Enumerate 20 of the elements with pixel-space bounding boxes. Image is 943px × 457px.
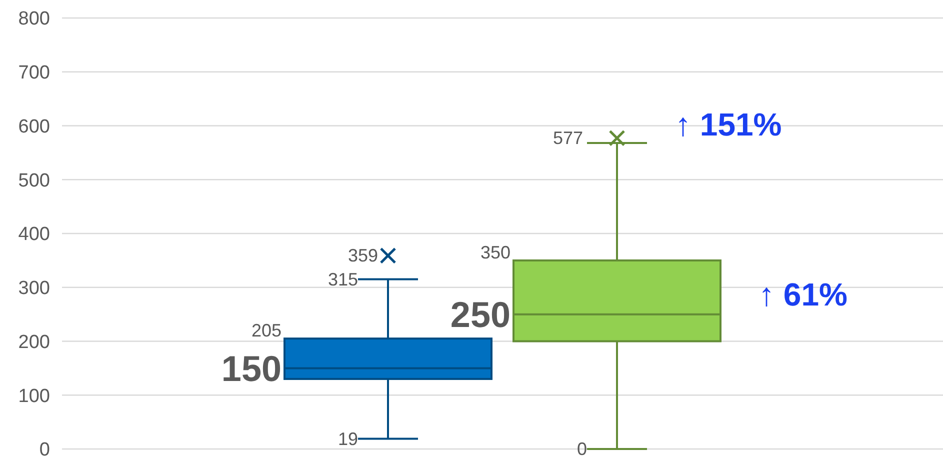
annotation: 315 bbox=[328, 269, 358, 290]
annotation: 0 bbox=[576, 439, 587, 457]
annotation: 19 bbox=[338, 428, 358, 449]
y-tick-label: 500 bbox=[18, 170, 50, 192]
y-tick-label: 800 bbox=[18, 8, 50, 30]
y-tick-label: 600 bbox=[18, 116, 50, 138]
y-tick-label: 200 bbox=[18, 332, 50, 353]
y-tick-label: 400 bbox=[18, 224, 50, 246]
annotation: 577 bbox=[552, 128, 583, 148]
annotation: 150 bbox=[221, 348, 282, 389]
y-tick-label: 0 bbox=[39, 440, 50, 457]
annotation: ↑ 61% bbox=[758, 276, 848, 313]
annotation: 250 bbox=[450, 294, 510, 335]
y-tick-label: 100 bbox=[18, 386, 50, 407]
annotation: ↑ 151% bbox=[675, 106, 782, 142]
annotation: 205 bbox=[251, 320, 282, 341]
annotation: 350 bbox=[480, 242, 510, 262]
y-tick-label: 700 bbox=[18, 62, 50, 84]
annotation: 359 bbox=[348, 246, 378, 266]
y-tick-label: 300 bbox=[18, 278, 50, 300]
